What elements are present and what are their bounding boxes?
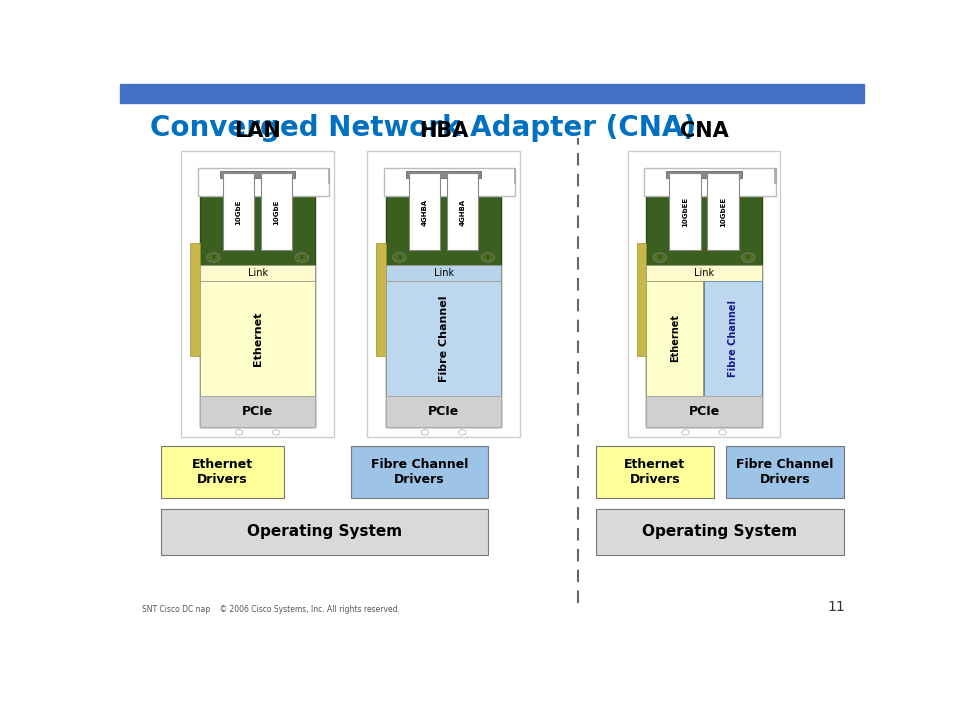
Bar (514, 168, 516, 183)
Bar (190, 243, 200, 356)
Bar (704, 281, 761, 396)
Bar (386, 265, 501, 281)
Bar (200, 171, 315, 428)
Circle shape (481, 253, 494, 263)
Text: 4GHBA: 4GHBA (421, 199, 427, 225)
Bar (646, 281, 704, 396)
Bar (200, 265, 315, 281)
Bar (384, 168, 516, 196)
Text: Link: Link (434, 267, 454, 277)
Circle shape (421, 430, 429, 435)
Circle shape (742, 253, 755, 263)
Text: x: x (486, 255, 490, 260)
Text: x: x (211, 255, 215, 260)
Text: 10GbE: 10GbE (274, 199, 279, 225)
Bar (409, 173, 441, 251)
Circle shape (719, 430, 727, 435)
Circle shape (273, 430, 280, 435)
Text: Ethernet: Ethernet (252, 311, 263, 366)
Circle shape (459, 430, 466, 435)
Bar (261, 173, 292, 251)
Bar (644, 168, 776, 196)
Bar (646, 265, 761, 281)
Text: HBA: HBA (419, 121, 468, 141)
Text: x: x (746, 255, 751, 260)
Text: x: x (300, 255, 304, 260)
Bar (198, 168, 329, 196)
Bar (646, 396, 761, 428)
Bar (120, 84, 864, 103)
Text: Link: Link (694, 267, 714, 277)
Bar (200, 396, 315, 428)
Text: Ethernet
Drivers: Ethernet Drivers (624, 458, 685, 486)
Text: PCIe: PCIe (688, 405, 720, 418)
Text: SNT Cisco DC nap    © 2006 Cisco Systems, Inc. All rights reserved.: SNT Cisco DC nap © 2006 Cisco Systems, I… (142, 605, 400, 614)
Text: Fibre Channel: Fibre Channel (728, 300, 738, 377)
Text: 10GbEE: 10GbEE (682, 197, 688, 227)
Text: Fibre Channel
Drivers: Fibre Channel Drivers (736, 458, 834, 486)
Circle shape (206, 253, 220, 263)
Bar (386, 396, 501, 428)
Bar (646, 171, 761, 428)
Bar (727, 446, 844, 498)
Bar (447, 173, 478, 251)
Bar (628, 151, 780, 437)
Text: Operating System: Operating System (247, 524, 402, 539)
Bar (636, 243, 646, 356)
Text: PCIe: PCIe (428, 405, 459, 418)
Circle shape (682, 430, 689, 435)
Bar (350, 446, 489, 498)
Bar (376, 243, 386, 356)
Text: LAN: LAN (234, 121, 281, 141)
Text: Fibre Channel: Fibre Channel (439, 295, 448, 382)
Bar (775, 168, 776, 183)
Text: Link: Link (248, 267, 268, 277)
Text: Ethernet
Drivers: Ethernet Drivers (192, 458, 252, 486)
Circle shape (653, 253, 666, 263)
Text: Operating System: Operating System (642, 524, 798, 539)
Text: 4GHBA: 4GHBA (460, 199, 466, 225)
Text: 10GbEE: 10GbEE (720, 197, 726, 227)
Bar (200, 281, 315, 396)
Circle shape (296, 253, 308, 263)
Bar (708, 173, 738, 251)
Circle shape (393, 253, 406, 263)
Text: Ethernet: Ethernet (670, 314, 680, 362)
Bar (220, 171, 296, 178)
Bar (161, 508, 489, 555)
Bar (406, 171, 481, 178)
Text: CNA: CNA (680, 121, 729, 141)
Circle shape (235, 430, 243, 435)
Bar (223, 173, 254, 251)
Text: Converged Network Adapter (CNA): Converged Network Adapter (CNA) (150, 114, 696, 142)
Bar (596, 508, 844, 555)
Bar (386, 281, 501, 396)
Text: Fibre Channel
Drivers: Fibre Channel Drivers (371, 458, 468, 486)
Text: PCIe: PCIe (242, 405, 274, 418)
Bar (368, 151, 520, 437)
Bar (181, 151, 334, 437)
Bar (386, 171, 501, 428)
Text: 10GbE: 10GbE (235, 199, 242, 225)
Bar (669, 173, 701, 251)
Bar (161, 446, 284, 498)
Bar (666, 171, 742, 178)
Text: 11: 11 (828, 600, 846, 614)
Text: x: x (658, 255, 661, 260)
Text: x: x (397, 255, 401, 260)
Bar (596, 446, 713, 498)
Bar (328, 168, 329, 183)
